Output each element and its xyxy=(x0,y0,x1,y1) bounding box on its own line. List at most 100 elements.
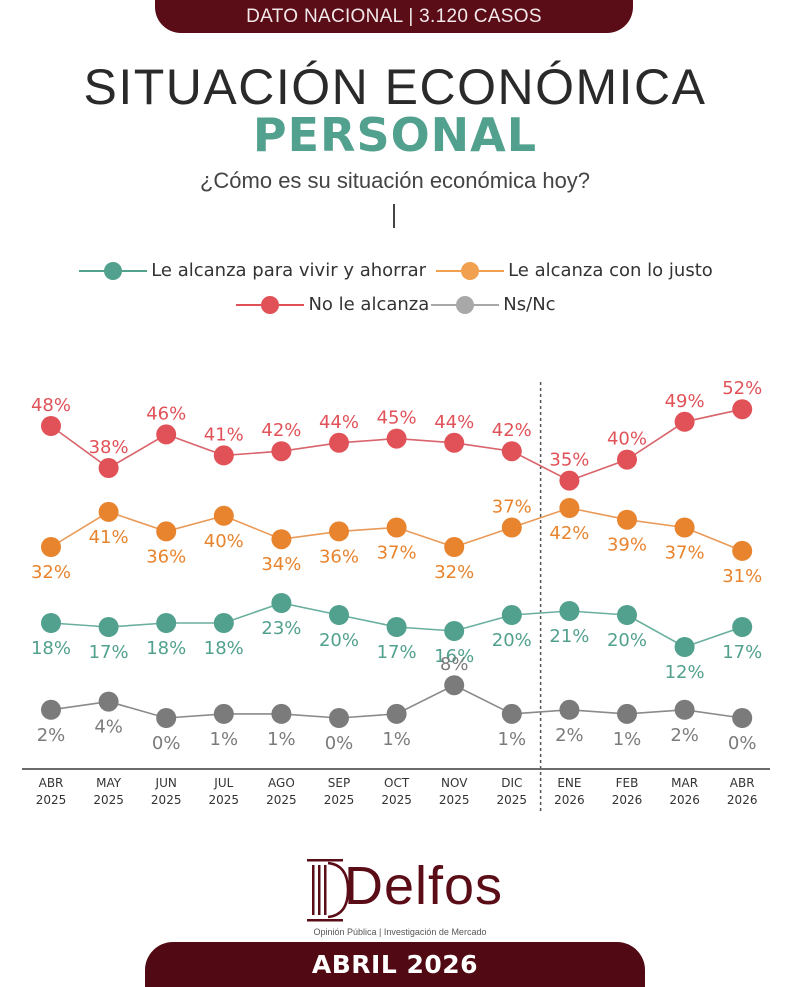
x-tick-label-month: JUN xyxy=(155,776,177,790)
page-title-accent: PERSONAL xyxy=(252,108,538,162)
logo-tagline: Opinión Pública | Investigación de Merca… xyxy=(313,927,487,937)
x-tick-label-year: 2025 xyxy=(36,793,67,807)
data-point-no_alcanza xyxy=(444,432,465,453)
data-point-nsnc xyxy=(213,703,234,724)
data-label-justo: 39% xyxy=(607,535,647,556)
data-point-justo xyxy=(386,517,407,538)
data-point-no_alcanza xyxy=(213,445,234,466)
data-label-justo: 32% xyxy=(31,562,71,583)
data-point-ahorrar xyxy=(213,613,234,633)
data-label-ahorrar: 23% xyxy=(261,618,301,639)
data-label-no_alcanza: 42% xyxy=(492,420,532,441)
data-point-no_alcanza xyxy=(271,441,292,462)
legend-item-ahorrar: Le alcanza para vivir y ahorrar xyxy=(77,260,426,281)
data-point-no_alcanza xyxy=(41,416,61,436)
x-tick-label-month: ABR xyxy=(730,776,755,790)
data-label-justo: 37% xyxy=(377,543,417,564)
legend-label: Le alcanza con lo justo xyxy=(508,260,713,281)
data-label-ahorrar: 17% xyxy=(89,642,129,663)
data-label-nsnc: 2% xyxy=(555,725,584,746)
data-label-justo: 32% xyxy=(434,562,474,583)
data-label-ahorrar: 12% xyxy=(665,662,705,683)
data-label-ahorrar: 16% xyxy=(434,646,474,667)
data-label-nsnc: 1% xyxy=(613,729,642,750)
data-label-ahorrar: 21% xyxy=(549,626,589,647)
data-label-no_alcanza: 40% xyxy=(607,429,647,450)
x-tick-label-month: JUL xyxy=(213,776,233,790)
data-point-no_alcanza xyxy=(98,458,119,478)
data-point-ahorrar xyxy=(559,601,580,621)
data-label-ahorrar: 20% xyxy=(319,630,359,651)
data-label-no_alcanza: 41% xyxy=(204,424,244,445)
data-point-nsnc xyxy=(674,699,695,720)
data-label-ahorrar: 20% xyxy=(492,630,532,651)
data-point-ahorrar xyxy=(98,617,119,637)
x-tick-label-month: SEP xyxy=(328,776,350,790)
x-tick-label-year: 2025 xyxy=(324,793,355,807)
legend-item-justo: Le alcanza con lo justo xyxy=(434,260,713,281)
data-label-justo: 34% xyxy=(261,554,301,575)
data-point-no_alcanza xyxy=(732,399,753,420)
data-point-no_alcanza xyxy=(559,470,580,491)
x-tick-label-month: FEB xyxy=(616,776,639,790)
logo-wordmark: Delfos xyxy=(344,856,504,916)
data-label-justo: 37% xyxy=(492,497,532,518)
x-tick-label-year: 2025 xyxy=(439,793,470,807)
data-point-ahorrar xyxy=(444,621,465,641)
data-label-nsnc: 2% xyxy=(37,725,66,746)
divider-mark xyxy=(393,204,395,228)
data-point-justo xyxy=(559,498,580,518)
data-point-justo xyxy=(329,521,349,542)
data-label-nsnc: 1% xyxy=(498,729,527,750)
data-label-justo: 36% xyxy=(146,546,186,567)
legend-label: No le alcanza xyxy=(308,294,430,315)
data-point-justo xyxy=(41,537,61,557)
data-point-justo xyxy=(501,517,522,538)
data-point-justo xyxy=(674,517,695,538)
survey-question: ¿Cómo es su situación económica hoy? xyxy=(199,168,591,193)
x-tick-label-month: NOV xyxy=(441,776,468,790)
line-chart: ABR 2025 MAY 2025 JUN 2025 JUL 2025 AGO 2025 SEP 20… xyxy=(22,378,770,812)
data-label-ahorrar: 20% xyxy=(607,630,647,651)
data-point-ahorrar xyxy=(674,637,695,657)
legend-swatch-nsnc xyxy=(429,295,501,315)
data-point-nsnc xyxy=(559,699,580,720)
data-point-justo xyxy=(271,529,292,550)
data-label-nsnc: 0% xyxy=(728,733,757,754)
data-point-nsnc xyxy=(617,703,637,724)
x-tick-label-year: 2026 xyxy=(612,793,643,807)
data-point-nsnc xyxy=(41,699,61,720)
legend-label: Le alcanza para vivir y ahorrar xyxy=(151,260,427,281)
data-point-justo xyxy=(98,501,119,522)
x-tick-label-year: 2026 xyxy=(727,793,758,807)
data-point-ahorrar xyxy=(617,605,637,625)
x-tick-label-month: DIC xyxy=(501,776,522,790)
x-tick-label-month: MAR xyxy=(671,776,698,790)
data-label-justo: 41% xyxy=(89,527,129,548)
data-point-nsnc xyxy=(732,708,753,728)
page-title: SITUACIÓN ECONÓMICA xyxy=(83,59,707,115)
data-point-justo xyxy=(444,537,465,557)
top-banner: DATO NACIONAL | 3.120 CASOS xyxy=(155,0,633,33)
x-tick-label-month: AGO xyxy=(268,776,295,790)
data-label-justo: 40% xyxy=(204,531,244,552)
data-point-ahorrar xyxy=(329,605,349,625)
data-point-nsnc xyxy=(156,708,177,728)
data-label-nsnc: 0% xyxy=(152,733,181,754)
data-point-justo xyxy=(213,505,234,526)
x-tick-label-month: OCT xyxy=(384,776,410,790)
data-label-nsnc: 0% xyxy=(325,733,354,754)
data-label-ahorrar: 18% xyxy=(146,638,186,659)
x-tick-label-year: 2026 xyxy=(669,793,700,807)
data-label-ahorrar: 17% xyxy=(377,642,417,663)
x-tick-label-year: 2025 xyxy=(497,793,528,807)
data-label-justo: 37% xyxy=(665,543,705,564)
data-label-ahorrar: 18% xyxy=(31,638,71,659)
data-label-no_alcanza: 49% xyxy=(665,391,705,412)
data-label-no_alcanza: 44% xyxy=(319,412,359,433)
x-tick-label-month: ENE xyxy=(557,776,581,790)
delfos-logo: Delfos Opinión Pública | Investigación d… xyxy=(300,855,504,940)
data-label-no_alcanza: 45% xyxy=(377,408,417,429)
data-label-nsnc: 1% xyxy=(267,729,296,750)
data-label-nsnc: 4% xyxy=(94,717,123,738)
